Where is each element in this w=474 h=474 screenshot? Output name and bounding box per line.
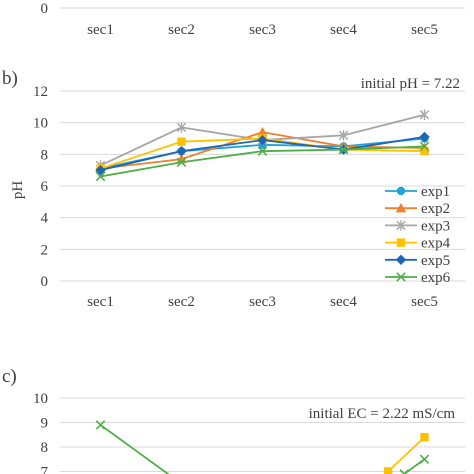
- point-c-exp6: [419, 454, 430, 465]
- point-exp5: [257, 134, 268, 146]
- x-tick-label-a: sec5: [411, 22, 438, 38]
- legend-label: exp6: [421, 270, 451, 286]
- panel-c: c) initial EC = 2.22 mS/cm 7 8 9 10: [2, 366, 465, 474]
- point-exp4: [420, 146, 429, 156]
- y-tick-label-c: 10: [33, 391, 48, 407]
- y-tick-label-c: 8: [41, 440, 49, 456]
- legend-marker: [396, 186, 406, 196]
- point-exp6: [257, 146, 268, 156]
- annotation-b: initial pH = 7.22: [361, 76, 460, 92]
- point-exp2: [176, 153, 187, 164]
- y-tick-label-b: 12: [33, 84, 48, 100]
- legend-label: exp5: [421, 253, 450, 269]
- point-exp5: [176, 145, 187, 157]
- x-tick-label-a: sec3: [249, 22, 276, 38]
- x-tick-label-b: sec4: [330, 294, 357, 310]
- point-exp3: [176, 122, 187, 133]
- series-c-exp4: [383, 433, 429, 474]
- y-tick-label-b: 4: [41, 211, 49, 227]
- x-tick-label-a: sec2: [168, 22, 195, 38]
- panel-label-b: b): [2, 68, 18, 89]
- point-exp2: [257, 126, 268, 137]
- legend-marker: [395, 203, 407, 213]
- legend-marker: [395, 254, 407, 265]
- legend-label: exp4: [421, 236, 451, 252]
- y-tick-label-b: 0: [41, 274, 49, 290]
- point-exp5: [419, 131, 430, 143]
- point-exp6: [419, 141, 430, 152]
- x-tick-label-b: sec1: [87, 294, 114, 310]
- line-c-exp6: [99, 424, 170, 474]
- x-tick-label-b: sec5: [411, 294, 438, 310]
- x-tick-label-b: sec2: [168, 294, 195, 310]
- series-exp6: [95, 141, 430, 182]
- panel-label-c: c): [2, 366, 17, 387]
- y-tick-label-c: 9: [41, 416, 49, 432]
- legend-item-exp6: exp6: [385, 270, 451, 286]
- legend-label: exp1: [421, 184, 450, 200]
- point-c-exp4: [383, 467, 393, 474]
- line-c-exp4: [387, 436, 426, 473]
- point-exp3: [338, 130, 349, 141]
- panel-b: b) initial pH = 7.22 pH 0 2 4 6 8 10 12 sec1 se…: [2, 68, 465, 310]
- point-exp4: [177, 137, 186, 146]
- legend-item-exp2: exp2: [385, 201, 450, 217]
- y-tick-label-b: 10: [33, 116, 48, 132]
- y-tick-label-a: 0: [41, 1, 49, 17]
- y-tick-label-c: 7: [41, 465, 49, 474]
- point-exp6: [338, 144, 349, 155]
- point-exp5: [95, 164, 106, 176]
- point-exp6: [176, 157, 187, 168]
- y-tick-label-b: 8: [41, 147, 49, 163]
- point-exp6: [95, 171, 106, 182]
- x-tick-label-a: sec4: [330, 22, 357, 38]
- y-tick-label-b: 6: [41, 179, 49, 195]
- annotation-c: initial EC = 2.22 mS/cm: [309, 406, 456, 422]
- x-tick-label-a: sec1: [87, 22, 114, 38]
- legend-item-exp4: exp4: [385, 236, 451, 252]
- legend-item-exp1: exp1: [385, 184, 450, 200]
- legend-marker: [396, 238, 406, 247]
- y-tick-label-b: 2: [41, 242, 49, 258]
- legend-label: exp3: [421, 218, 450, 234]
- point-exp3: [419, 109, 430, 120]
- panel-a: 0 sec1 sec2 sec3 sec4 sec5: [41, 1, 465, 38]
- y-axis-label-b: pH: [10, 181, 26, 200]
- x-tick-label-b: sec3: [249, 294, 276, 310]
- legend-item-exp5: exp5: [385, 253, 450, 269]
- point-c-exp6: [95, 420, 106, 430]
- point-c-exp4: [420, 433, 429, 442]
- legend-label: exp2: [421, 201, 450, 217]
- legend-marker: [396, 220, 406, 231]
- legend-item-exp3: exp3: [385, 218, 450, 234]
- legend-marker: [396, 272, 406, 282]
